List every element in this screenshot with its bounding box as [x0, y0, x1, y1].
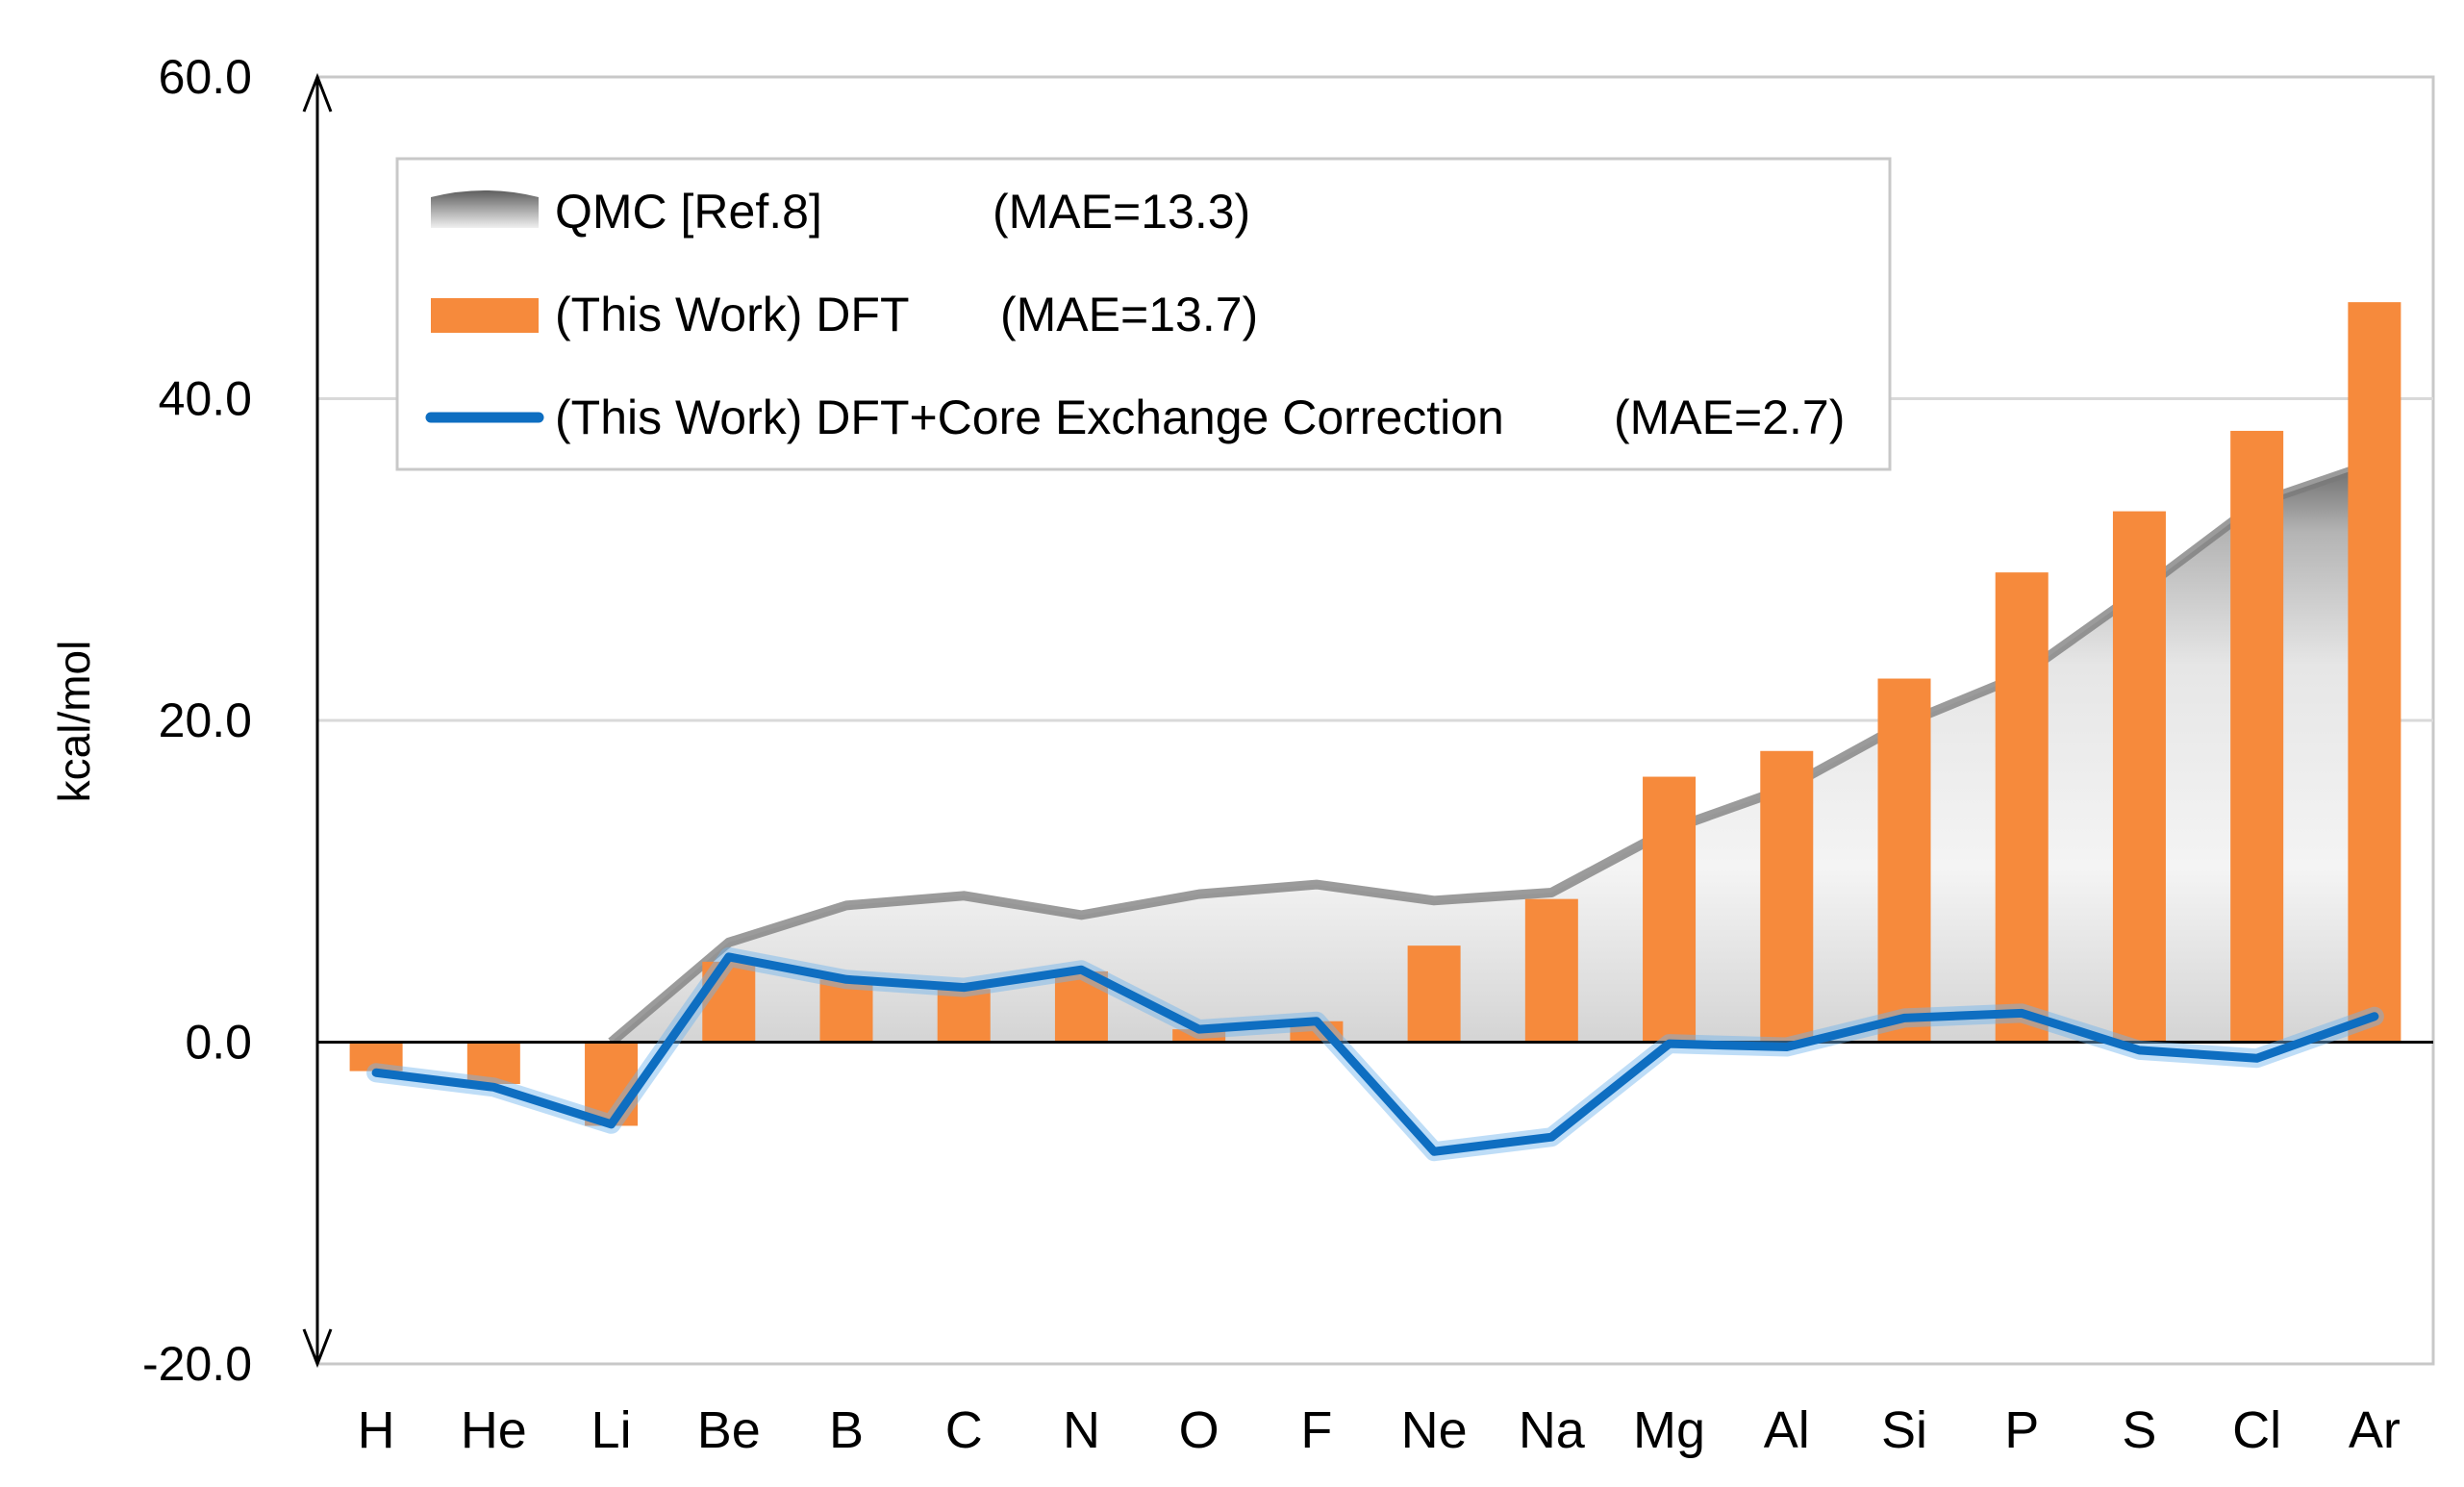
legend-swatch-dft [431, 298, 539, 333]
line-point-O [1195, 1026, 1202, 1033]
bar-Ne [1407, 945, 1461, 1043]
dft-bar-series [349, 302, 2401, 1126]
bar-He [466, 1042, 520, 1084]
bar-Mg [1643, 776, 1697, 1043]
line-point-C [961, 984, 968, 991]
bar-H [349, 1042, 403, 1071]
y-tick-label: -20.0 [142, 1337, 252, 1391]
qmc-area-series [608, 458, 2376, 1046]
qmc-area-edge [608, 458, 2376, 1046]
line-point-Al [1783, 1044, 1790, 1050]
x-category-label: P [2004, 1401, 2039, 1459]
x-category-label: Li [591, 1401, 632, 1459]
line-point-H [373, 1070, 380, 1076]
x-category-label: Be [697, 1401, 761, 1459]
x-category-label: N [1063, 1401, 1100, 1459]
line-point-Cl [2253, 1055, 2260, 1062]
x-category-label: Ar [2349, 1401, 2401, 1459]
line-point-F [1313, 1018, 1320, 1024]
bar-Cl [2230, 430, 2284, 1043]
legend-swatch-qmc [431, 190, 539, 228]
x-category-labels: H He Li Be B C N O F Ne Na Mg Al Si P S Cl Ar [358, 1401, 2401, 1459]
line-point-Be [725, 953, 732, 960]
legend-mae-dft: (MAE=13.7) [1000, 288, 1258, 341]
line-point-S [2136, 1046, 2143, 1053]
line-point-Si [1901, 1015, 1907, 1021]
line-point-Ar [2371, 1013, 2377, 1020]
bar-S [2112, 511, 2166, 1043]
corrected-line [371, 952, 2379, 1156]
bar-C [937, 989, 991, 1043]
line-point-Ne [1431, 1148, 1438, 1155]
y-tick-labels: 60.0 40.0 20.0 0.0 -20.0 [142, 50, 252, 1391]
line-point-Na [1548, 1134, 1555, 1141]
line-point-N [1078, 967, 1085, 973]
y-tick-label: 0.0 [185, 1016, 252, 1070]
x-category-label: Na [1519, 1401, 1586, 1459]
bar-P [1995, 572, 2049, 1043]
legend-mae-corrected: (MAE=2.7) [1614, 391, 1845, 444]
legend-label-corrected: (This Work) DFT+Core Exchange Correction [555, 391, 1504, 444]
y-axis-title: kcal/mol [49, 641, 99, 803]
corrected-line-series [366, 946, 2384, 1162]
x-category-label: Cl [2232, 1401, 2281, 1459]
x-category-label: He [461, 1401, 527, 1459]
bar-B [819, 979, 873, 1043]
y-tick-label: 40.0 [159, 372, 252, 426]
line-point-Mg [1666, 1041, 1672, 1047]
y-tick-label: 60.0 [159, 50, 252, 104]
x-category-label: C [945, 1401, 983, 1459]
x-category-label: F [1300, 1401, 1332, 1459]
legend: QMC [Ref.8] (MAE=13.3) (This Work) DFT (… [395, 157, 1892, 471]
x-category-label: B [829, 1401, 864, 1459]
x-category-label: O [1179, 1401, 1219, 1459]
line-point-B [843, 976, 849, 983]
legend-box [395, 157, 1892, 471]
y-axis-arrow [302, 72, 333, 1369]
qmc-area [611, 463, 2375, 1043]
x-category-label: S [2122, 1401, 2156, 1459]
legend-label-qmc: QMC [Ref.8] [555, 185, 822, 239]
bar-Li [585, 1042, 639, 1126]
x-category-label: Si [1881, 1401, 1927, 1459]
bar-Si [1877, 678, 1931, 1043]
x-category-label: Ne [1401, 1401, 1468, 1459]
bar-Na [1524, 898, 1578, 1043]
line-point-P [2019, 1010, 2025, 1017]
line-point-He [490, 1084, 497, 1091]
line-point-Li [608, 1121, 615, 1127]
x-category-label: H [358, 1401, 395, 1459]
y-tick-label: 20.0 [159, 693, 252, 747]
bar-Ar [2348, 302, 2401, 1043]
x-category-label: Mg [1633, 1401, 1705, 1459]
bar-Al [1760, 750, 1814, 1043]
legend-mae-qmc: (MAE=13.3) [993, 185, 1250, 239]
x-category-label: Al [1764, 1401, 1810, 1459]
legend-label-dft: (This Work) DFT [555, 288, 909, 341]
